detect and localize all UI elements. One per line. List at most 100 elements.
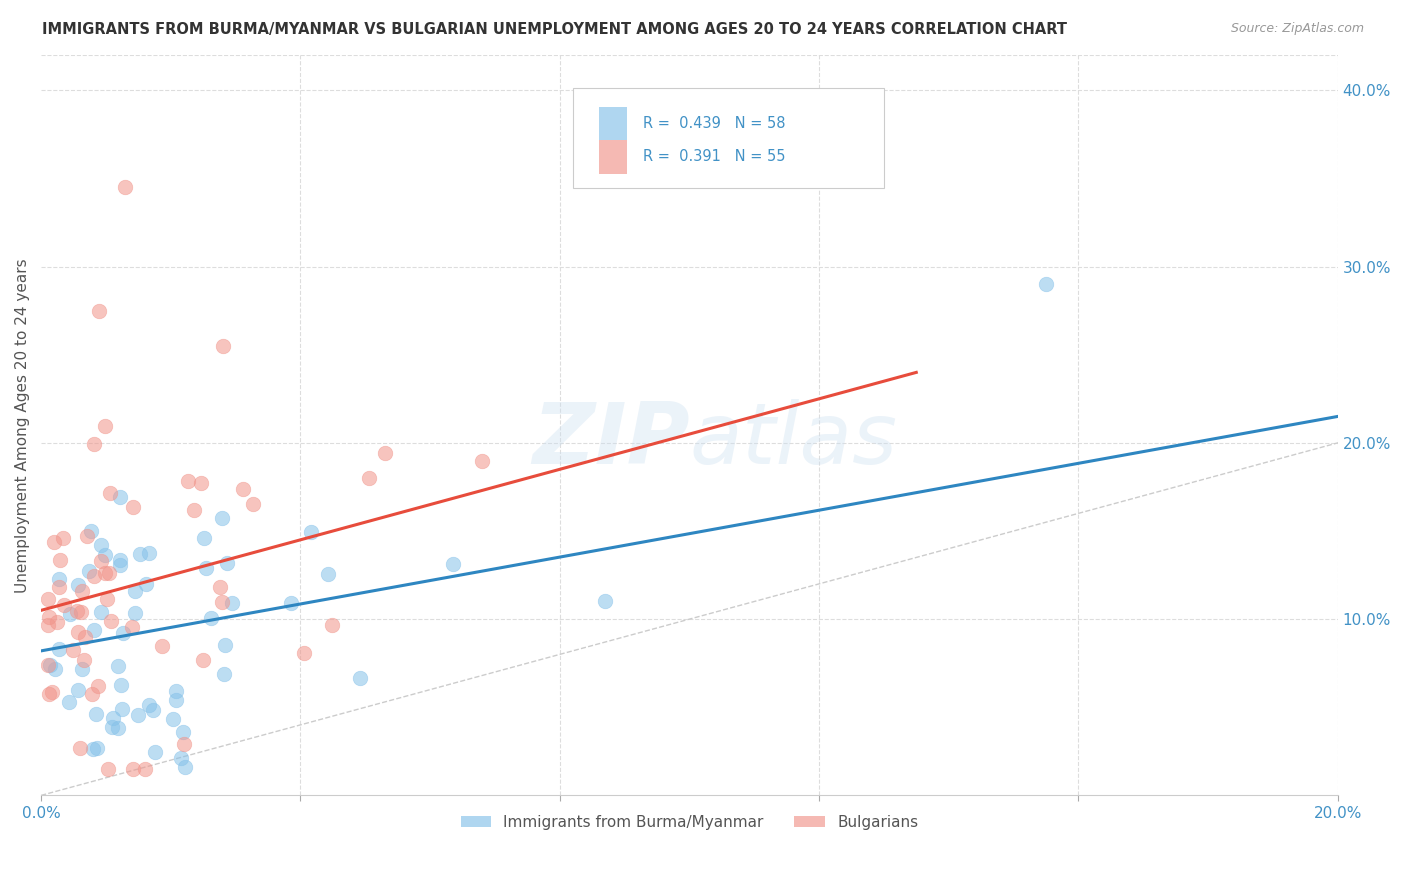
FancyBboxPatch shape [572,88,884,188]
Point [166,684,188,698]
Point [194,561,217,575]
Point [101,720,124,734]
Point [212,667,235,681]
Point [217,556,239,570]
Text: Source: ZipAtlas.com: Source: ZipAtlas.com [1230,22,1364,36]
Point [90,538,112,552]
Point [96,592,118,607]
Bar [599,140,627,174]
Point [232,482,254,496]
Point [190,476,212,491]
Point [242,498,264,512]
Text: R =  0.439   N = 58: R = 0.439 N = 58 [643,116,785,131]
Point [70,605,93,619]
Point [90,605,112,619]
Point [135,577,157,591]
Point [373,446,395,460]
Point [441,558,464,572]
Point [83,437,105,451]
Point [349,671,371,685]
Point [76,529,98,543]
Point [121,620,143,634]
Point [94,419,117,434]
Point [94,548,117,562]
Point [70,584,93,599]
Text: IMMIGRANTS FROM BURMA/MYANMAR VS BULGARIAN UNEMPLOYMENT AMONG AGES 20 TO 24 YEAR: IMMIGRANTS FROM BURMA/MYANMAR VS BULGARI… [42,22,1067,37]
Point [80,524,103,538]
Point [1035,277,1057,292]
Point [70,662,93,676]
Point [52,599,75,613]
Point [321,617,343,632]
Point [280,597,302,611]
Point [122,762,145,776]
Point [165,692,187,706]
Point [129,547,152,561]
Point [110,490,132,504]
Point [211,511,233,525]
Point [162,712,184,726]
Point [87,679,110,693]
Point [593,593,616,607]
Point [108,558,131,572]
Point [44,663,66,677]
Point [138,698,160,712]
Point [73,653,96,667]
Point [193,653,215,667]
Point [65,605,87,619]
Point [124,583,146,598]
Point [80,688,103,702]
Legend: Immigrants from Burma/Myanmar, Bulgarians: Immigrants from Burma/Myanmar, Bulgarian… [454,809,924,836]
Point [145,745,167,759]
Point [49,553,72,567]
Point [67,683,90,698]
Point [58,695,80,709]
Point [89,303,111,318]
Point [73,630,96,644]
Point [37,658,59,673]
Point [107,658,129,673]
Point [98,566,121,580]
Point [94,566,117,580]
Point [112,626,135,640]
Point [97,762,120,776]
Point [83,568,105,582]
Point [169,751,191,765]
Point [172,725,194,739]
Point [62,642,84,657]
Point [193,531,215,545]
Point [214,638,236,652]
Point [46,615,69,630]
Point [41,685,63,699]
Point [59,607,82,622]
Point [44,534,66,549]
Point [66,577,89,591]
Bar [599,107,627,140]
Point [37,592,59,607]
Point [90,553,112,567]
Point [48,572,70,586]
Point [52,532,75,546]
Point [114,180,136,194]
Point [150,639,173,653]
Point [142,702,165,716]
Point [299,525,322,540]
Point [100,614,122,628]
Point [69,740,91,755]
Point [110,552,132,566]
Point [200,611,222,625]
Point [211,339,233,353]
Point [173,760,195,774]
Point [38,610,60,624]
Y-axis label: Unemployment Among Ages 20 to 24 years: Unemployment Among Ages 20 to 24 years [15,258,30,592]
Point [38,657,60,672]
Point [48,642,70,657]
Point [208,580,231,594]
Point [292,646,315,660]
Point [77,564,100,578]
Point [316,566,339,581]
Point [107,722,129,736]
Point [470,454,492,468]
Point [176,475,198,489]
Point [124,606,146,620]
